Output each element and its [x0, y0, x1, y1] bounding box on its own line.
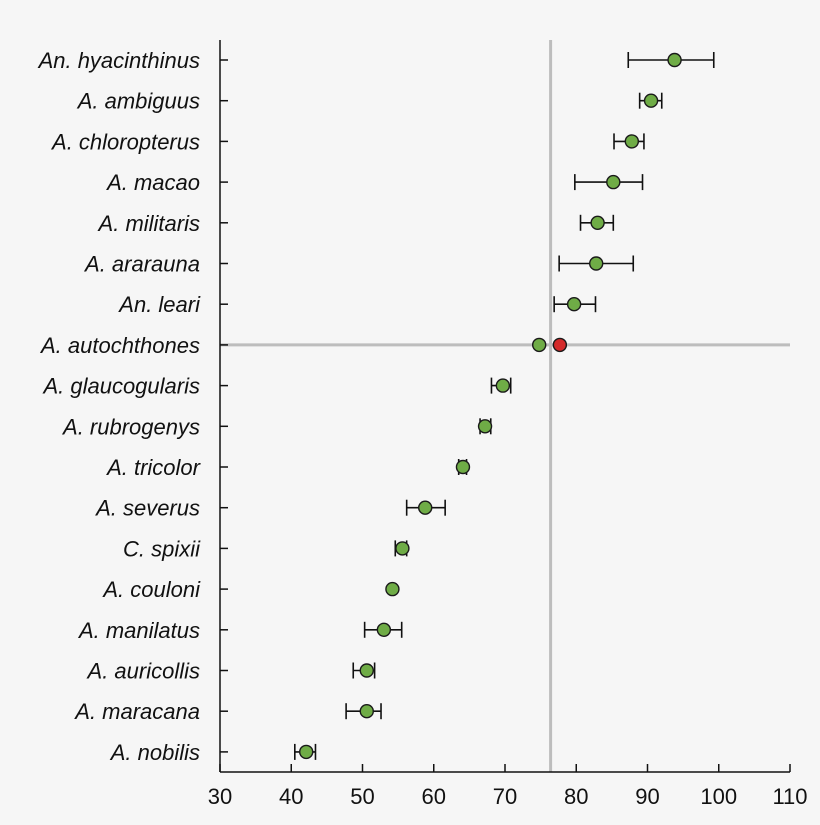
x-tick-label: 40	[279, 784, 303, 809]
x-tick-label: 60	[422, 784, 446, 809]
category-label: A. tricolor	[105, 455, 202, 480]
data-point	[495, 378, 511, 393]
x-tick-labels: 30 40 50 60 70 80 90 100 110	[208, 784, 808, 809]
category-label: A. manilatus	[77, 618, 200, 643]
data-point	[395, 541, 410, 556]
data-point	[589, 256, 604, 271]
data-point	[359, 663, 374, 678]
data-point	[606, 174, 621, 190]
category-label: A. militaris	[97, 211, 200, 236]
category-label: A. maracana	[73, 699, 200, 724]
category-label: A. rubrogenys	[61, 414, 200, 439]
category-label: C. spixii	[123, 536, 201, 561]
axes	[219, 40, 791, 773]
data-point	[643, 93, 659, 108]
category-label: A. ambiguus	[76, 89, 200, 114]
category-label: A. nobilis	[109, 740, 200, 765]
category-label: A. chloropterus	[50, 129, 200, 154]
data-points	[299, 52, 682, 760]
data-point	[566, 297, 582, 312]
error-bars	[294, 52, 715, 760]
data-point	[455, 459, 471, 475]
category-label: A. severus	[94, 496, 200, 521]
data-point	[532, 337, 547, 353]
category-label: A. auricollis	[86, 659, 200, 684]
category-labels: An. hyacinthinus A. ambiguus A. chloropter…	[37, 48, 202, 765]
x-tick-label: 80	[564, 784, 588, 809]
x-tick-label: 70	[493, 784, 517, 809]
x-tick-label: 30	[208, 784, 232, 809]
reference-lines	[220, 40, 790, 772]
data-point	[385, 581, 400, 597]
data-point	[624, 134, 640, 149]
data-point	[299, 744, 314, 760]
category-label: A. couloni	[101, 577, 201, 602]
data-point	[667, 52, 682, 68]
x-tick-label: 110	[772, 784, 807, 809]
x-tick-label: 90	[635, 784, 659, 809]
highlight-point	[552, 337, 568, 353]
category-label: A. glaucogularis	[41, 374, 200, 399]
data-point	[418, 500, 433, 515]
data-point	[376, 622, 392, 637]
data-point	[590, 215, 605, 231]
category-label: An. leari	[117, 292, 201, 317]
data-point	[477, 419, 493, 434]
x-tick-label: 50	[350, 784, 374, 809]
category-label: A. autochthones	[39, 333, 200, 358]
category-label: A. macao	[105, 170, 200, 195]
data-point	[359, 704, 374, 719]
category-label: A. ararauna	[83, 252, 200, 277]
category-label: An. hyacinthinus	[37, 48, 200, 73]
x-tick-label: 100	[700, 784, 737, 809]
